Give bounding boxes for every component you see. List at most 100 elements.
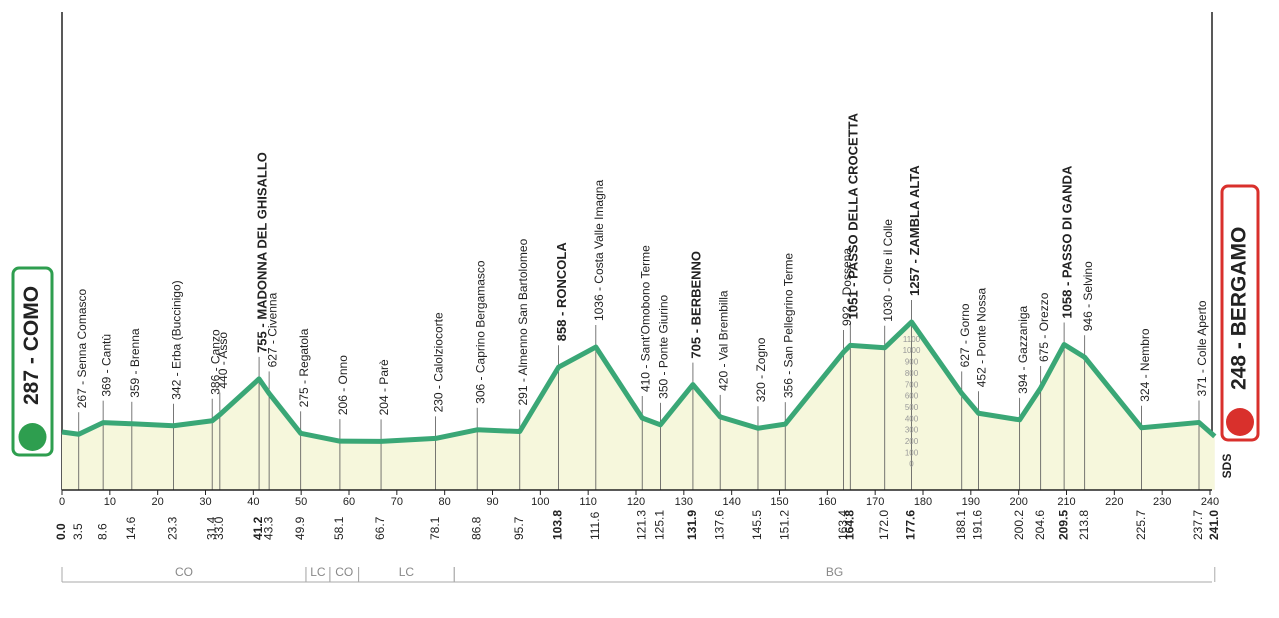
- waypoint-label: 440 - Asso: [216, 332, 230, 389]
- finish-label: 248 - BERGAMO: [1228, 227, 1251, 390]
- km-label: 191.6: [971, 510, 985, 540]
- km-label: 3.5: [71, 523, 85, 540]
- waypoint-label: 206 - Onno: [336, 355, 350, 415]
- start-label: 287 - COMO: [20, 286, 43, 405]
- km-label: 172.0: [877, 510, 891, 540]
- km-label: 131.9: [685, 510, 699, 540]
- x-tick-label: 10: [104, 496, 116, 508]
- waypoint-label: 359 - Brenna: [128, 328, 142, 398]
- x-tick-label: 210: [1057, 496, 1075, 508]
- km-label: 163.4: [836, 510, 850, 540]
- waypoint-label: 992 - Dossena: [840, 248, 854, 326]
- elevation-tick-label: 700: [905, 380, 919, 389]
- x-tick-label: 240: [1201, 496, 1219, 508]
- x-tick-label: 20: [152, 496, 164, 508]
- x-tick-label: 120: [627, 496, 645, 508]
- waypoint-label: 204 - Parè: [377, 359, 391, 415]
- waypoint-label: 627 - Civenna: [265, 292, 279, 367]
- x-tick-label: 0: [59, 496, 65, 508]
- elevation-tick-label: 500: [905, 403, 919, 412]
- waypoint-label: 705 - BERBENNO: [688, 251, 703, 359]
- km-label: 14.6: [124, 516, 138, 540]
- x-tick-label: 90: [486, 496, 498, 508]
- waypoint-label: 410 - Sant'Omobono Terme: [638, 245, 652, 392]
- x-tick-label: 170: [866, 496, 884, 508]
- x-tick-label: 110: [579, 496, 597, 508]
- x-tick-label: 100: [531, 496, 549, 508]
- waypoint-label: 350 - Ponte Giurino: [657, 294, 671, 398]
- waypoint-label: 1058 - PASSO DI GANDA: [1060, 165, 1075, 319]
- waypoint-label: 627 - Gorno: [958, 303, 972, 367]
- km-label: 241.0: [1207, 510, 1221, 540]
- km-label: 78.1: [428, 516, 442, 540]
- km-label: 66.7: [373, 516, 387, 540]
- elevation-tick-label: 300: [905, 426, 919, 435]
- waypoint-label: 320 - Zogno: [754, 337, 768, 402]
- x-tick-label: 80: [439, 496, 451, 508]
- x-tick-label: 200: [1009, 496, 1027, 508]
- waypoint-label: 946 - Selvino: [1081, 261, 1095, 331]
- waypoint-label: 386 - Canzo: [208, 329, 222, 395]
- region-label: LC: [399, 565, 415, 579]
- elevation-tick-label: 900: [905, 358, 919, 367]
- waypoint-label: 291 - Almenno San Bartolomeo: [516, 238, 530, 405]
- km-label: 58.1: [332, 516, 346, 540]
- km-label: 0.0: [54, 523, 68, 540]
- km-label: 33.0: [212, 516, 226, 540]
- km-label: 188.1: [954, 510, 968, 540]
- waypoint-label: 369 - Cantù: [99, 334, 113, 397]
- km-label: 49.9: [293, 516, 307, 540]
- region-label: BG: [826, 565, 843, 579]
- km-label: 204.6: [1033, 510, 1047, 540]
- finish-icon: [1226, 408, 1254, 436]
- km-label: 125.1: [653, 510, 667, 540]
- km-label: 31.4: [204, 516, 218, 540]
- km-label: 43.3: [261, 516, 275, 540]
- waypoint-label: 394 - Gazzaniga: [1016, 305, 1030, 393]
- km-label: 111.6: [588, 511, 602, 540]
- elevation-tick-label: 600: [905, 392, 919, 401]
- km-label: 103.8: [551, 510, 565, 540]
- km-label: 164.8: [842, 510, 856, 540]
- x-tick-label: 190: [962, 496, 980, 508]
- profile-fill: [62, 322, 1215, 490]
- km-label: 41.2: [251, 516, 265, 540]
- x-tick-label: 230: [1153, 496, 1171, 508]
- start-box: [11, 266, 54, 457]
- elevation-tick-label: 1100: [903, 335, 921, 344]
- waypoint-label: 755 - MADONNA DEL GHISALLO: [255, 152, 270, 353]
- region-label: CO: [335, 565, 353, 579]
- km-label: 225.7: [1134, 510, 1148, 540]
- km-label: 213.8: [1077, 510, 1091, 540]
- waypoint-label: 275 - Regatola: [297, 328, 311, 407]
- km-label: 200.2: [1012, 510, 1026, 540]
- x-tick-label: 70: [391, 496, 403, 508]
- waypoint-label: 1257 - ZAMBLA ALTA: [907, 165, 922, 296]
- x-tick-label: 160: [818, 496, 836, 508]
- waypoint-label: 342 - Erba (Buccinigo): [170, 280, 184, 399]
- x-tick-label: 30: [199, 496, 211, 508]
- waypoint-label: 356 - San Pellegrino Terme: [781, 253, 795, 399]
- waypoint-label: 1030 - Oltre il Colle: [881, 219, 895, 322]
- km-label: 23.3: [166, 516, 180, 540]
- km-label: 95.7: [512, 516, 526, 540]
- waypoint-label: 230 - Calolziocorte: [432, 312, 446, 412]
- region-label: CO: [175, 565, 193, 579]
- waypoint-label: 267 - Senna Comasco: [75, 289, 89, 409]
- waypoint-label: 306 - Caprino Bergamasco: [473, 260, 487, 404]
- x-tick-label: 180: [914, 496, 932, 508]
- x-tick-label: 50: [295, 496, 307, 508]
- x-tick-label: 140: [722, 496, 740, 508]
- x-tick-label: 130: [675, 496, 693, 508]
- logo: SDS: [1220, 454, 1234, 479]
- x-tick-label: 60: [343, 496, 355, 508]
- waypoint-label: 1036 - Costa Valle Imagna: [592, 180, 606, 322]
- waypoint-label: 1051 - PASSO DELLA CROCETTA: [846, 112, 861, 319]
- profile-line: [61, 319, 1217, 444]
- start-icon: [18, 423, 47, 451]
- waypoint-label: 452 - Ponte Nossa: [975, 288, 989, 388]
- km-label: 209.5: [1056, 510, 1070, 540]
- waypoint-label: 420 - Val Brembilla: [716, 290, 730, 391]
- waypoint-label: 324 - Nembro: [1138, 328, 1152, 402]
- elevation-tick-label: 100: [905, 448, 919, 457]
